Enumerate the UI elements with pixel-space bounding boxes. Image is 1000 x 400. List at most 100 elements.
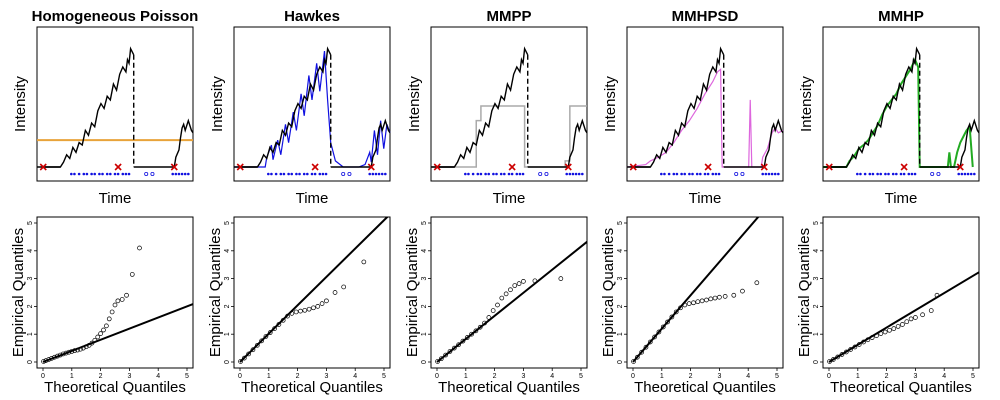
x-tick-label: 3 [324, 373, 328, 380]
event-marker [287, 172, 290, 176]
x-tick-label: 3 [127, 373, 131, 380]
qq-point [878, 331, 884, 336]
event-marker [101, 172, 104, 176]
fitted-intensity-line [234, 51, 391, 168]
event-marker [871, 172, 875, 176]
event-marker [770, 172, 774, 176]
x-tick-label: 3 [717, 373, 721, 380]
event-marker [124, 172, 128, 176]
state-marker-icon [114, 163, 122, 171]
x-tick-label: 2 [885, 373, 889, 380]
event-marker [773, 172, 777, 176]
qq-point [686, 301, 692, 306]
event-marker [371, 172, 375, 176]
qq-point [503, 291, 509, 297]
event-marker [863, 172, 867, 176]
event-marker [464, 172, 467, 176]
qq-point [46, 357, 52, 362]
qq-point [652, 334, 657, 340]
y-tick-label: 4 [224, 249, 231, 253]
qq-point [874, 333, 879, 338]
qq-point [456, 342, 461, 348]
event-marker [957, 172, 961, 176]
y-tick-label: 2 [27, 304, 34, 308]
qq-point [639, 349, 644, 355]
event-marker [177, 172, 181, 176]
event-marker [347, 171, 352, 176]
x-axis-label: Time [493, 190, 526, 207]
event-marker [672, 172, 676, 176]
observed-intensity-line [959, 118, 980, 168]
state-marker-stroke [956, 163, 964, 171]
x-tick-label: 4 [550, 373, 554, 380]
x-tick-label: 4 [156, 373, 160, 380]
x-tick-label: 2 [296, 373, 300, 380]
fitted-intensity-line [431, 105, 587, 168]
event-marker [180, 172, 184, 176]
event-marker [899, 172, 903, 176]
qq-point [843, 349, 849, 355]
state-marker-stroke [629, 163, 637, 171]
qq-point [259, 338, 264, 344]
qq-point [109, 309, 115, 315]
state-marker-stroke [433, 163, 441, 171]
y-tick-label: 2 [224, 304, 231, 308]
qq-point [324, 298, 329, 304]
event-marker [581, 172, 584, 176]
qq-point [839, 352, 845, 357]
qq-point [495, 302, 500, 308]
observed-intensity-line [431, 46, 529, 168]
state-marker-icon [367, 163, 375, 171]
x-tick-label: 2 [493, 373, 497, 380]
event-marker [310, 172, 314, 176]
event-marker [895, 172, 898, 176]
qq-point [882, 329, 888, 335]
qq-point [129, 272, 135, 277]
observed-intensity-line [627, 46, 725, 168]
event-marker [127, 172, 131, 176]
qq-point [848, 347, 853, 352]
qq-point [656, 329, 662, 335]
fitted-intensity-line [626, 68, 784, 168]
event-marker [183, 172, 187, 176]
qq-point [267, 330, 273, 335]
qq-point [341, 284, 347, 290]
event-marker [495, 172, 498, 176]
observed-intensity-line [37, 46, 135, 168]
event-marker [574, 172, 578, 176]
x-axis-label: Theoretical Quantiles [634, 379, 776, 396]
qq-point [852, 344, 858, 350]
event-marker [691, 172, 694, 176]
event-marker [734, 171, 739, 176]
qq-point [754, 280, 760, 286]
intensity-panel-1 [233, 26, 391, 182]
x-axis-label: Time [689, 190, 722, 207]
qq-point [669, 314, 675, 320]
qq-point [41, 359, 46, 364]
event-marker [764, 172, 768, 176]
y-axis-label: Intensity [406, 76, 423, 132]
qq-point [490, 308, 496, 313]
event-marker [891, 172, 895, 176]
y-axis-label: Intensity [12, 76, 29, 132]
event-marker [70, 172, 73, 176]
y-tick-label: 5 [421, 221, 428, 225]
x-tick-label: 2 [99, 373, 103, 380]
event-marker [910, 172, 914, 176]
x-axis-label: Theoretical Quantiles [241, 379, 383, 396]
event-marker [295, 172, 298, 176]
event-marker [73, 172, 76, 176]
event-marker [321, 172, 325, 176]
qq-point [678, 305, 683, 311]
qq-point [83, 344, 89, 350]
qq-point [695, 299, 701, 305]
qq-point [665, 319, 670, 325]
state-marker-icon [956, 163, 964, 171]
qq-point [361, 259, 367, 265]
state-marker-icon [629, 163, 637, 171]
qq-point [856, 342, 862, 347]
qq-point [712, 295, 718, 301]
qq-point [928, 308, 934, 313]
qq-point [869, 335, 875, 340]
state-marker-icon [564, 163, 572, 171]
